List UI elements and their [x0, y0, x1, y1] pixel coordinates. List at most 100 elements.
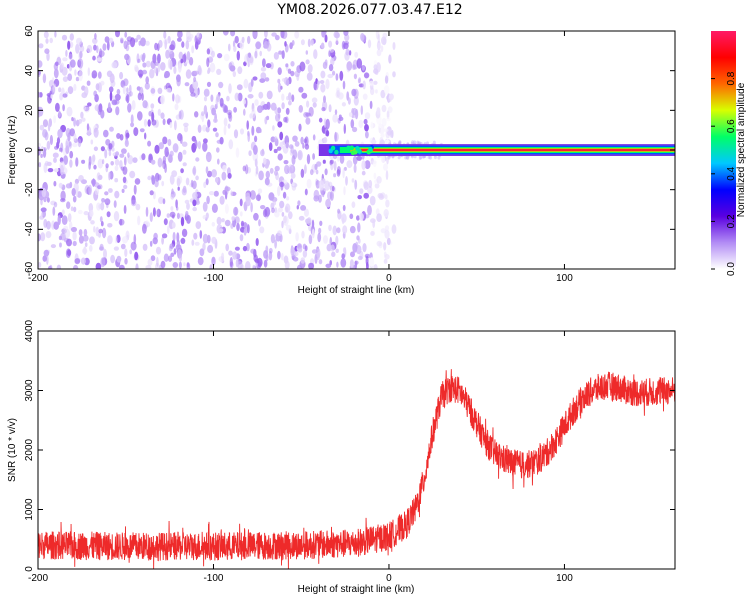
spectrogram-cell — [243, 108, 246, 116]
spectrogram-cell — [149, 240, 153, 247]
spectrogram-cell — [349, 145, 354, 151]
spectrogram-cell — [315, 169, 319, 175]
spectrogram-cell — [141, 153, 146, 161]
spectrogram-cell — [375, 31, 380, 40]
spectrogram-cell — [325, 263, 332, 268]
spectrogram-cell — [332, 225, 337, 236]
spectrogram-cell — [67, 86, 74, 95]
spectrogram-cell — [75, 76, 80, 82]
spectrogram-cell — [254, 258, 260, 264]
spectrogram-cell — [356, 58, 363, 69]
spectrogram-cell — [169, 60, 173, 70]
spectrogram-cell — [359, 212, 364, 221]
spectrogram-cell — [50, 85, 56, 95]
spectrogram-cell — [360, 105, 363, 115]
spectrogram-cell — [129, 170, 136, 179]
spectrogram-cell — [271, 32, 277, 37]
spectrogram-cell — [324, 180, 330, 191]
spectrogram-cell — [324, 34, 328, 43]
spectrogram-cell — [367, 186, 373, 194]
spectrogram-cell — [38, 106, 44, 117]
spectrogram-cell — [250, 78, 254, 88]
spectrogram-cell — [298, 215, 305, 221]
y-tick-label: -60 — [24, 261, 35, 276]
spectrogram-cell — [133, 234, 137, 245]
spectrogram-cell — [262, 58, 266, 68]
spectrogram-cell — [235, 147, 240, 158]
spectrogram-cell — [124, 53, 130, 61]
spectrogram-cell — [218, 81, 224, 89]
spectrogram-cell — [274, 210, 280, 218]
spectrogram-cell — [119, 71, 124, 80]
spectrogram-cell — [207, 119, 211, 128]
spectrogram-cell — [149, 212, 153, 223]
spectrogram-cell — [46, 161, 52, 166]
spectrogram-cell — [40, 153, 43, 158]
spectrogram-cell — [306, 154, 311, 165]
spectrogram-cell — [319, 80, 325, 84]
spectrogram-cell — [313, 49, 318, 60]
spectrogram-cell — [313, 189, 320, 200]
spectrogram-cell — [137, 58, 141, 63]
colorbar: 0.0 0.2 0.4 0.6 0.8 Normalized spectral ampl… — [711, 31, 747, 276]
spectrogram-cell — [383, 209, 389, 218]
spectrogram-cell — [59, 147, 63, 152]
spectrogram-cell — [157, 174, 162, 181]
spectrogram-marks — [38, 31, 675, 269]
spectrogram-cell — [281, 102, 285, 110]
spectrogram-cell — [100, 80, 105, 86]
spectrogram-cell — [186, 262, 190, 268]
spectrogram-cell — [183, 262, 186, 267]
spectrogram-cell — [370, 231, 375, 236]
spectrogram-cell — [53, 201, 58, 208]
spectrogram-cell — [142, 243, 148, 251]
spectrogram-cell — [311, 219, 315, 229]
spectrogram-cell — [252, 76, 258, 81]
spectrogram-cell — [329, 260, 333, 266]
spectrogram-cell — [257, 105, 263, 113]
spectrogram-cell — [80, 257, 86, 265]
spectrogram-cell — [376, 213, 382, 223]
spectrogram-cell — [345, 48, 350, 56]
y-tick-label: 40 — [24, 65, 35, 77]
spectrogram-cell — [66, 64, 70, 69]
spectrogram-cell — [103, 129, 109, 138]
spectrogram-cell — [298, 105, 303, 113]
spectrogram-cell — [150, 255, 156, 262]
spectrogram-cell — [67, 73, 73, 81]
spectrogram-cell — [253, 144, 258, 155]
spectrogram-cell — [182, 185, 187, 193]
spectrogram-cell — [312, 153, 315, 160]
spectrogram-cell — [226, 109, 233, 116]
spectrogram-cell — [169, 243, 175, 249]
spectrogram-cell — [348, 50, 352, 56]
spectrogram-cell — [134, 66, 139, 73]
spectrogram-cell — [233, 206, 239, 216]
spectrogram-cell — [175, 94, 180, 104]
spectrogram-cell — [285, 141, 289, 149]
spectrogram-cell — [266, 90, 273, 100]
snr-series-line — [38, 369, 675, 569]
spectrogram-cell — [40, 207, 47, 213]
spectrogram-cell — [356, 235, 360, 241]
spectrogram-cell — [68, 53, 73, 60]
spectrogram-cell — [232, 70, 236, 78]
spectrogram-cell — [178, 110, 182, 120]
spectrogram-cell — [353, 164, 357, 173]
spectrogram-cell — [72, 264, 79, 269]
spectrogram-cell — [129, 249, 132, 255]
spectrogram-cell — [211, 236, 217, 244]
spectrogram-cell — [43, 218, 48, 228]
spectrogram-cell — [107, 223, 113, 228]
spectrogram-cell — [342, 204, 346, 212]
spectrogram-cell — [325, 130, 330, 137]
spectrogram-cell — [58, 235, 63, 241]
spectrogram-cell — [279, 181, 285, 188]
spectrogram-cell — [278, 207, 283, 213]
spectrogram-cell — [122, 85, 126, 95]
spectrogram-cell — [353, 73, 357, 80]
spectrogram-cell — [136, 86, 141, 91]
spectrogram-cell — [294, 70, 301, 78]
spectrogram-cell — [328, 50, 331, 57]
